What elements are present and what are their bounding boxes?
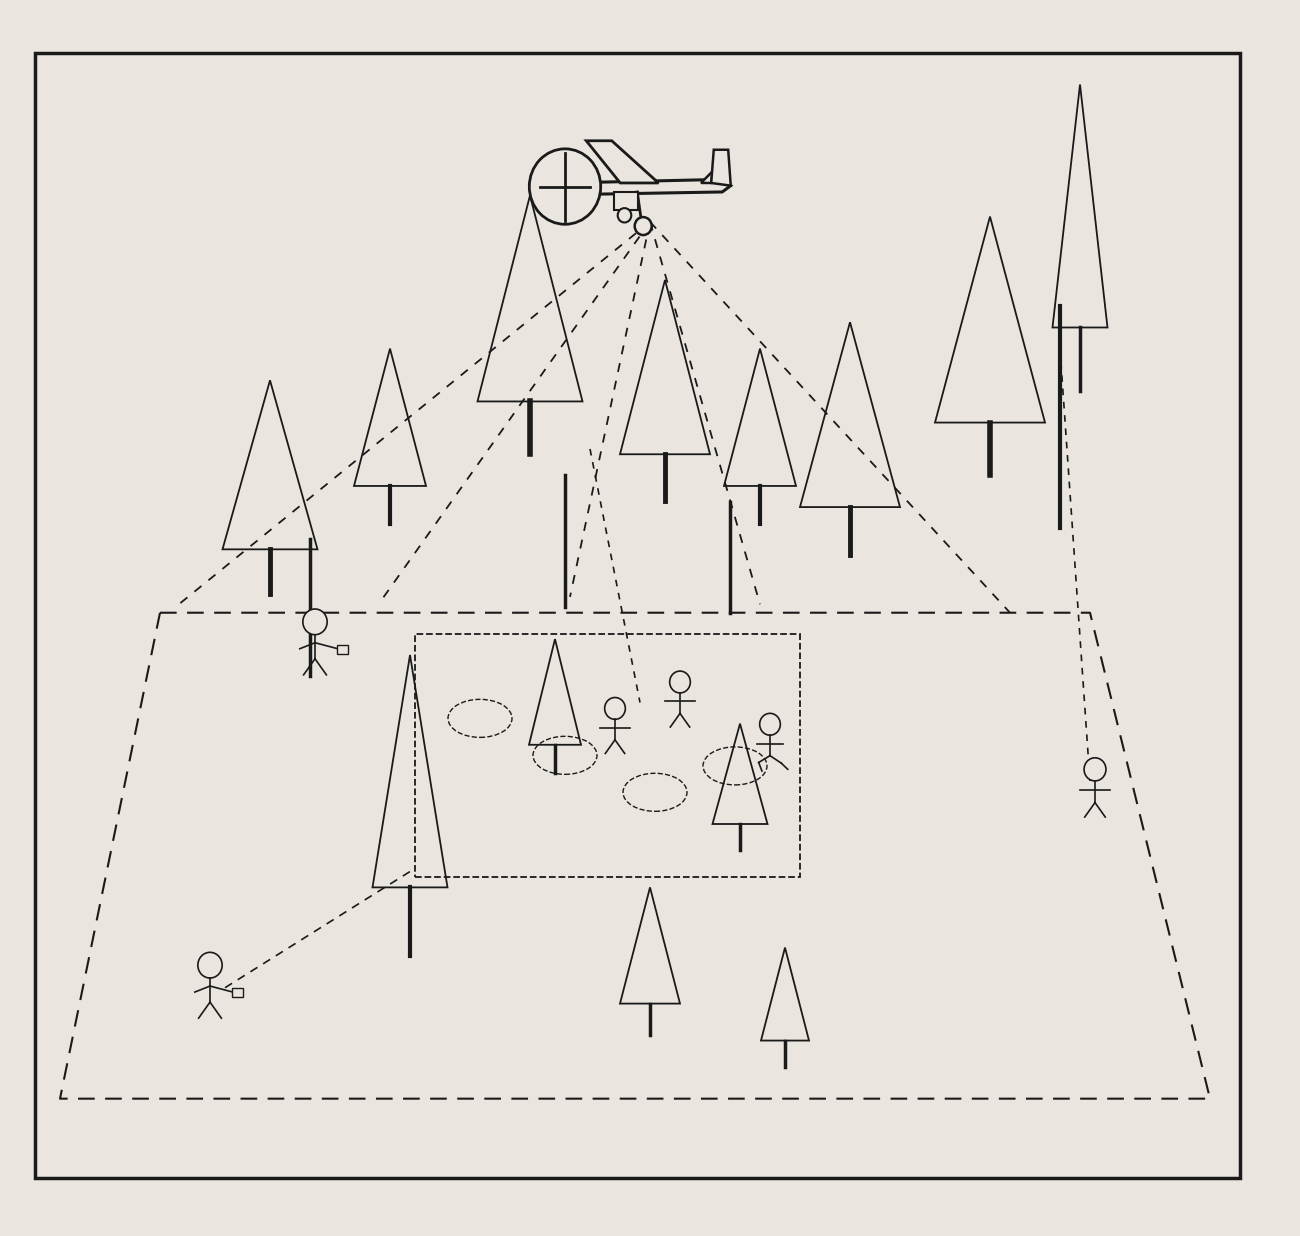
Polygon shape bbox=[711, 150, 731, 185]
Bar bbox=[615, 192, 638, 210]
Polygon shape bbox=[566, 179, 731, 194]
Circle shape bbox=[303, 609, 328, 635]
Circle shape bbox=[634, 218, 651, 235]
Circle shape bbox=[198, 952, 222, 978]
Circle shape bbox=[529, 148, 601, 224]
Polygon shape bbox=[701, 162, 723, 183]
Circle shape bbox=[670, 671, 690, 693]
Bar bbox=[415, 634, 800, 876]
Circle shape bbox=[1084, 758, 1106, 781]
Circle shape bbox=[759, 713, 780, 735]
Circle shape bbox=[604, 697, 625, 719]
Bar bbox=[337, 645, 347, 654]
Bar bbox=[231, 989, 243, 997]
Polygon shape bbox=[586, 141, 659, 183]
Circle shape bbox=[618, 208, 632, 222]
